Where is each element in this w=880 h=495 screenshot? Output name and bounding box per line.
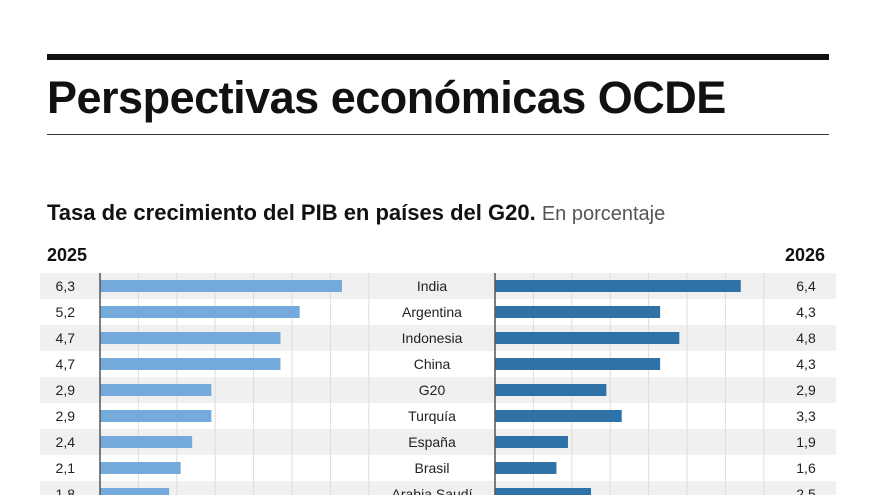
- category-label: Argentina: [402, 304, 462, 320]
- category-label: España: [408, 434, 456, 450]
- bar-2026: [495, 488, 591, 495]
- value-label-2026: 4,8: [796, 330, 816, 346]
- bar-2025: [100, 410, 212, 422]
- category-label: Arabia Saudí: [392, 486, 473, 495]
- value-label-2026: 2,5: [796, 486, 816, 495]
- value-label-2025: 4,7: [56, 356, 76, 372]
- value-label-2026: 2,9: [796, 382, 816, 398]
- value-label-2025: 1,8: [56, 486, 76, 495]
- category-label: Brasil: [414, 460, 449, 476]
- value-label-2025: 4,7: [56, 330, 76, 346]
- chart-title: Tasa de crecimiento del PIB en países de…: [47, 200, 536, 225]
- bar-2025: [100, 462, 181, 474]
- bar-2025: [100, 436, 193, 448]
- category-label: China: [414, 356, 451, 372]
- year-right-label: 2026: [785, 245, 826, 265]
- value-label-2026: 3,3: [796, 408, 816, 424]
- value-label-2026: 6,4: [796, 278, 816, 294]
- bar-2025: [100, 384, 212, 396]
- value-label-2025: 2,9: [56, 408, 76, 424]
- category-label: G20: [419, 382, 446, 398]
- value-label-2025: 2,4: [56, 434, 76, 450]
- top-bar: [47, 54, 829, 60]
- category-label: Turquía: [408, 408, 456, 424]
- bar-2026: [495, 332, 680, 344]
- category-label: Indonesia: [402, 330, 463, 346]
- bar-2025: [100, 332, 281, 344]
- category-label: India: [417, 278, 448, 294]
- title-divider: [47, 134, 829, 135]
- bar-2026: [495, 358, 661, 370]
- value-label-2026: 4,3: [796, 356, 816, 372]
- value-label-2026: 1,6: [796, 460, 816, 476]
- bar-2025: [100, 488, 170, 495]
- value-label-2025: 2,1: [56, 460, 76, 476]
- bar-2025: [100, 306, 300, 318]
- chart-unit: En porcentaje: [541, 203, 666, 225]
- chart-subtitle: Tasa de crecimiento del PIB en países de…: [47, 200, 665, 226]
- value-label-2026: 1,9: [796, 434, 816, 450]
- value-label-2025: 2,9: [56, 382, 76, 398]
- bar-2025: [100, 280, 342, 292]
- bar-2026: [495, 436, 568, 448]
- page-title: Perspectivas económicas OCDE: [47, 72, 726, 123]
- bar-2025: [100, 358, 281, 370]
- row-band: [40, 481, 836, 495]
- bar-2026: [495, 306, 661, 318]
- value-label-2026: 4,3: [796, 304, 816, 320]
- bar-2026: [495, 410, 622, 422]
- bar-2026: [495, 280, 741, 292]
- value-label-2025: 6,3: [56, 278, 76, 294]
- bar-2026: [495, 384, 607, 396]
- bar-2026: [495, 462, 557, 474]
- year-left-label: 2025: [47, 245, 88, 265]
- value-label-2025: 5,2: [56, 304, 76, 320]
